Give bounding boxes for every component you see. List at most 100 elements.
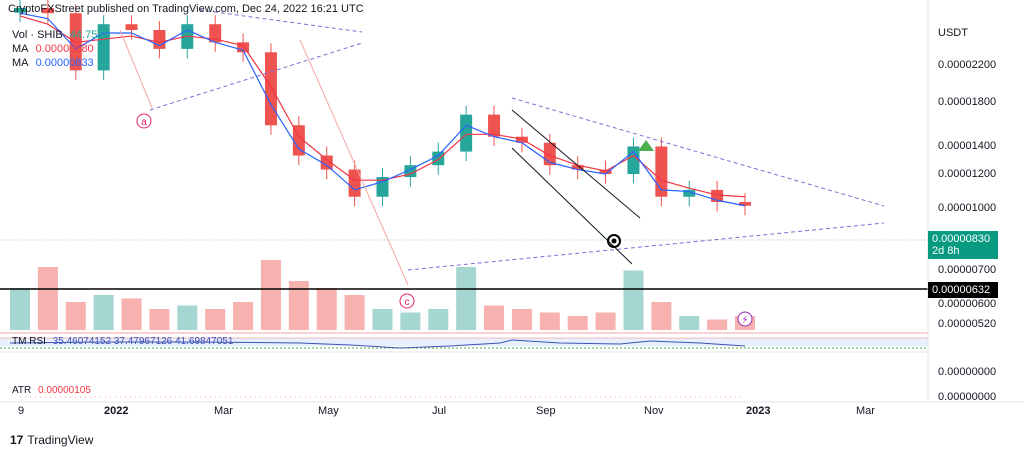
candle-body	[599, 169, 612, 175]
lightning-icon[interactable]	[737, 311, 753, 327]
candle-body	[460, 114, 473, 152]
tradingview-logo-icon: 17	[10, 433, 24, 447]
price-tick: 0.00001000	[938, 202, 997, 214]
lower-trendline	[407, 222, 885, 271]
volume-bar	[400, 312, 421, 330]
price-tick: 0.00000600	[938, 298, 997, 310]
volume-bar	[567, 316, 588, 330]
legend-ma2-label: MA	[12, 57, 29, 69]
candle-body	[488, 114, 501, 137]
candle-body	[41, 8, 54, 14]
legend-rsi-values: 35.46074152 37.47967126 41.69847051	[52, 336, 234, 347]
channel-lower	[511, 147, 633, 265]
time-label: 2023	[746, 405, 771, 417]
candle-body	[292, 125, 305, 156]
candle-body	[264, 52, 277, 126]
legend-atr-label: ATR	[12, 385, 32, 396]
legend-ma2: MA 0.00000833	[12, 57, 94, 69]
price-tick: 0.00000520	[938, 318, 997, 330]
target-icon	[607, 234, 621, 248]
candle-body	[739, 202, 751, 206]
volume-bar	[121, 298, 142, 330]
candle-body	[404, 165, 417, 178]
point-a-label: a	[141, 117, 147, 128]
atr-tick: 0.00000000	[938, 366, 997, 378]
volume-bar	[260, 260, 281, 330]
time-label: Nov	[644, 405, 664, 417]
target-icon-inner	[611, 238, 617, 244]
volume-bar	[623, 270, 644, 330]
time-label: May	[318, 405, 339, 417]
upper-trendline	[511, 97, 885, 207]
volume-bar	[233, 302, 254, 330]
candle-body	[348, 169, 361, 197]
atr-tick: 0.00000000	[938, 391, 997, 403]
ma-line-red	[19, 15, 746, 198]
legend-rsi-label: TM RSI	[12, 336, 46, 347]
volume-bar	[10, 288, 30, 330]
price-tick: 0.00000700	[938, 264, 997, 276]
time-label: 9	[18, 405, 25, 417]
candlesticks	[14, 0, 751, 216]
legend-volume: Vol · SHIB 44.753B	[12, 29, 111, 41]
legend-atr: ATR 0.00000105	[12, 385, 91, 396]
legend-ma1-value: 0.00000880	[35, 43, 94, 55]
volume-bar	[93, 295, 114, 330]
volume-bar	[651, 302, 672, 330]
volume-bar	[707, 319, 728, 330]
footer-brand[interactable]: 17 TradingView	[10, 433, 93, 447]
candle-body	[209, 24, 222, 43]
candle-body	[683, 189, 696, 197]
time-label: Jul	[432, 405, 447, 417]
wave-line-1	[119, 29, 153, 109]
point-a-marker	[136, 113, 152, 129]
candle-body	[97, 24, 110, 71]
candle-body	[14, 8, 26, 13]
volume-bar	[205, 309, 226, 330]
candle-body	[432, 151, 445, 166]
volume-bar	[679, 316, 700, 330]
price-tick: 0.00001800	[938, 96, 997, 108]
volume-bar	[595, 312, 616, 330]
legend-ma1: MA 0.00000880	[12, 43, 94, 55]
bar-countdown: 2d 8h	[932, 245, 960, 257]
top-dashed-line	[199, 9, 363, 33]
legend-ma1-label: MA	[12, 43, 29, 55]
candle-body	[376, 177, 389, 197]
candle-body	[655, 146, 668, 197]
price-tick: 0.00002200	[938, 59, 997, 71]
early-trendline	[149, 42, 363, 111]
channel-upper	[511, 109, 641, 219]
time-label: Sep	[536, 405, 556, 417]
volume-bar	[344, 295, 365, 330]
time-label: 2022	[104, 405, 129, 417]
volume-bar	[288, 281, 309, 330]
volume-bars	[10, 260, 755, 330]
point-c-label: c	[405, 297, 410, 308]
current-price-tag: 0.00000830 2d 8h	[928, 231, 998, 259]
current-price-value: 0.00000830	[932, 233, 991, 245]
candle-body	[320, 155, 333, 170]
volume-bar	[539, 312, 560, 330]
price-tick: 0.00001200	[938, 168, 997, 180]
volume-bar	[484, 305, 505, 330]
volume-bar	[428, 309, 449, 330]
support-price-tag: 0.00000632	[928, 282, 998, 298]
price-axis-currency: USDT	[938, 27, 968, 39]
up-arrow-icon	[638, 140, 654, 151]
footer-brand-name: TradingView	[27, 433, 94, 447]
legend-vol-label: Vol · SHIB	[12, 29, 63, 41]
legend-vol-value: 44.753B	[69, 29, 111, 41]
volume-bar	[149, 309, 170, 330]
candle-body	[125, 24, 138, 31]
candle-body	[571, 165, 584, 170]
legend-atr-value: 0.00000105	[38, 385, 91, 396]
volume-bar	[372, 309, 393, 330]
volume-bar	[456, 267, 477, 330]
volume-bar	[65, 302, 86, 330]
volume-bar	[511, 309, 532, 330]
ma-line-blue	[19, 12, 746, 207]
legend-ma2-value: 0.00000833	[35, 57, 94, 69]
point-c-marker	[399, 293, 415, 309]
